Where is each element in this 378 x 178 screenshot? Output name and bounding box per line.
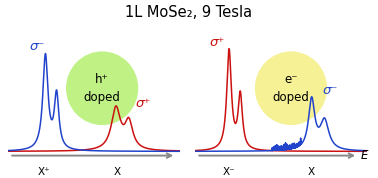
Text: X⁻: X⁻ — [223, 167, 235, 177]
Text: σ⁻: σ⁻ — [323, 84, 338, 97]
Text: E: E — [361, 149, 368, 162]
Ellipse shape — [66, 51, 138, 125]
Text: X: X — [308, 167, 315, 177]
Ellipse shape — [255, 51, 327, 125]
Text: σ⁺: σ⁺ — [136, 97, 151, 110]
Text: σ⁻: σ⁻ — [29, 40, 45, 54]
Text: X⁺: X⁺ — [37, 167, 50, 177]
Text: 1L MoSe₂, 9 Tesla: 1L MoSe₂, 9 Tesla — [125, 5, 253, 20]
Text: X: X — [114, 167, 121, 177]
Text: h⁺
doped: h⁺ doped — [84, 73, 121, 104]
Text: e⁻
doped: e⁻ doped — [273, 73, 310, 104]
Text: σ⁺: σ⁺ — [209, 36, 225, 49]
